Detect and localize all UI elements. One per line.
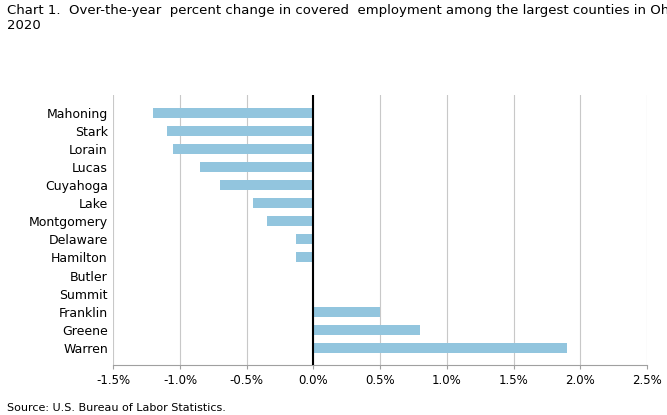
Bar: [173, 144, 313, 154]
Bar: [200, 162, 313, 172]
Bar: [313, 325, 420, 335]
Bar: [296, 252, 313, 262]
Bar: [296, 234, 313, 244]
Text: Source: U.S. Bureau of Labor Statistics.: Source: U.S. Bureau of Labor Statistics.: [7, 403, 225, 413]
Bar: [253, 198, 313, 208]
Bar: [153, 108, 313, 118]
Bar: [167, 126, 313, 136]
Bar: [313, 343, 567, 353]
Bar: [220, 180, 313, 190]
Bar: [267, 216, 313, 226]
Text: Chart 1.  Over-the-year  percent change in covered  employment among the largest: Chart 1. Over-the-year percent change in…: [7, 4, 667, 32]
Bar: [313, 307, 380, 317]
